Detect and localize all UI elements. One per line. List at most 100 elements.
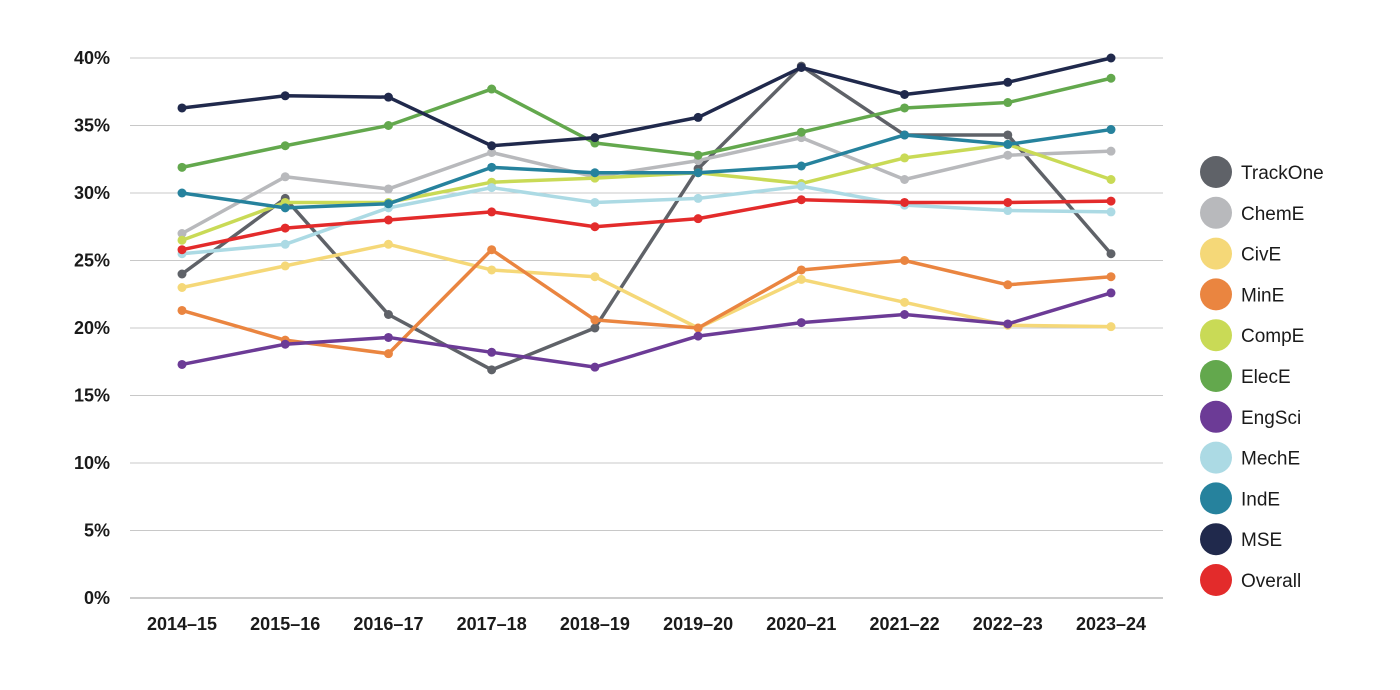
series-lines xyxy=(177,53,1116,375)
data-point-inde xyxy=(1106,125,1116,135)
data-point-mine xyxy=(383,349,393,359)
y-tick-label: 35% xyxy=(74,116,110,136)
data-point-meche xyxy=(280,239,290,249)
y-tick-label: 20% xyxy=(74,318,110,338)
x-axis-tick-labels: 2014–15 2015–16 2016–17 2017–18 2018–19 2019–… xyxy=(147,614,1146,634)
data-point-mine xyxy=(796,265,806,275)
data-point-mine xyxy=(590,315,600,325)
data-point-mse xyxy=(1106,53,1116,63)
data-point-cive xyxy=(590,272,600,282)
series-mine xyxy=(177,245,1116,359)
data-point-elece xyxy=(1106,73,1116,83)
data-point-cive xyxy=(177,283,187,292)
data-point-cive xyxy=(796,274,806,284)
data-point-elece xyxy=(900,103,910,113)
data-point-overall xyxy=(900,197,910,207)
data-point-elece xyxy=(177,162,187,172)
legend-swatch xyxy=(1200,400,1232,433)
series-cive xyxy=(177,239,1116,333)
data-point-overall xyxy=(693,214,703,224)
data-point-cheme xyxy=(177,229,187,238)
series-line-mse xyxy=(180,56,1113,148)
data-point-mine xyxy=(177,305,187,315)
legend-item-inde: IndE xyxy=(1200,482,1280,515)
x-tick-label: 2022–23 xyxy=(973,614,1043,634)
data-point-cheme xyxy=(1106,146,1116,156)
legend-swatch xyxy=(1200,482,1232,515)
data-point-overall xyxy=(590,222,600,232)
data-point-cive xyxy=(383,239,393,249)
data-point-mse xyxy=(383,92,393,102)
data-point-meche xyxy=(487,183,497,193)
legend-label: TrackOne xyxy=(1241,163,1324,184)
legend-label: CivE xyxy=(1241,245,1281,266)
x-tick-label: 2020–21 xyxy=(766,614,836,634)
legend-item-compe: CompE xyxy=(1200,319,1304,352)
data-point-inde xyxy=(280,203,290,213)
legend-swatch xyxy=(1200,523,1232,556)
legend-label: IndE xyxy=(1241,489,1280,510)
series-compe xyxy=(177,139,1116,245)
legend-item-overall: Overall xyxy=(1200,564,1301,596)
series-mse xyxy=(177,53,1116,151)
series-line-elece xyxy=(180,76,1113,170)
legend-item-cive: CivE xyxy=(1200,237,1281,270)
legend-swatch xyxy=(1200,319,1232,352)
series-line-compe xyxy=(180,142,1113,242)
data-point-meche xyxy=(590,197,600,207)
data-point-meche xyxy=(1003,206,1013,216)
data-point-cheme xyxy=(487,148,497,157)
series-line-cive xyxy=(180,242,1113,330)
data-point-elece xyxy=(693,150,703,160)
data-point-mine xyxy=(693,323,703,333)
data-point-cheme xyxy=(900,175,910,184)
data-point-trackone xyxy=(1003,130,1013,140)
data-point-engsci xyxy=(177,359,187,369)
data-point-compe xyxy=(1106,175,1116,184)
data-point-trackone xyxy=(383,310,393,319)
data-point-trackone xyxy=(1106,249,1116,259)
data-point-engsci xyxy=(590,362,600,372)
data-point-mse xyxy=(900,89,910,99)
series-engsci xyxy=(177,288,1116,372)
legend-swatch xyxy=(1200,156,1232,188)
x-tick-label: 2014–15 xyxy=(147,614,217,634)
data-point-elece xyxy=(280,141,290,151)
series-inde xyxy=(177,125,1116,213)
data-point-engsci xyxy=(796,318,806,328)
legend-item-meche: MechE xyxy=(1200,441,1300,474)
data-point-mse xyxy=(693,112,703,122)
data-point-cheme xyxy=(383,184,393,194)
series-trackone xyxy=(177,61,1116,375)
x-tick-label: 2017–18 xyxy=(457,614,527,634)
legend-item-engsci: EngSci xyxy=(1200,400,1301,433)
legend-item-mine: MinE xyxy=(1200,278,1284,311)
legend: TrackOne ChemE CivE MinE CompE ElecE EngSci Mec… xyxy=(1200,156,1324,596)
legend-swatch xyxy=(1200,564,1232,596)
data-point-cheme xyxy=(1003,150,1013,160)
legend-label: MechE xyxy=(1241,449,1300,470)
data-point-overall xyxy=(177,245,187,255)
data-point-meche xyxy=(693,193,703,203)
series-overall xyxy=(177,195,1116,255)
legend-label: CompE xyxy=(1241,326,1304,347)
data-point-overall xyxy=(383,215,393,225)
x-tick-label: 2023–24 xyxy=(1076,614,1146,634)
y-tick-label: 0% xyxy=(84,588,110,608)
data-point-overall xyxy=(487,207,497,217)
data-point-mse xyxy=(1003,77,1013,87)
data-point-inde xyxy=(900,130,910,140)
data-point-trackone xyxy=(487,365,497,375)
data-point-inde xyxy=(487,162,497,172)
legend-swatch xyxy=(1200,278,1232,311)
data-point-cive xyxy=(280,261,290,271)
data-point-trackone xyxy=(590,323,600,333)
legend-swatch xyxy=(1200,237,1232,270)
data-point-mse xyxy=(796,62,806,72)
data-point-compe xyxy=(177,235,187,245)
data-point-elece xyxy=(383,121,393,130)
data-point-elece xyxy=(796,127,806,137)
data-point-meche xyxy=(796,181,806,191)
